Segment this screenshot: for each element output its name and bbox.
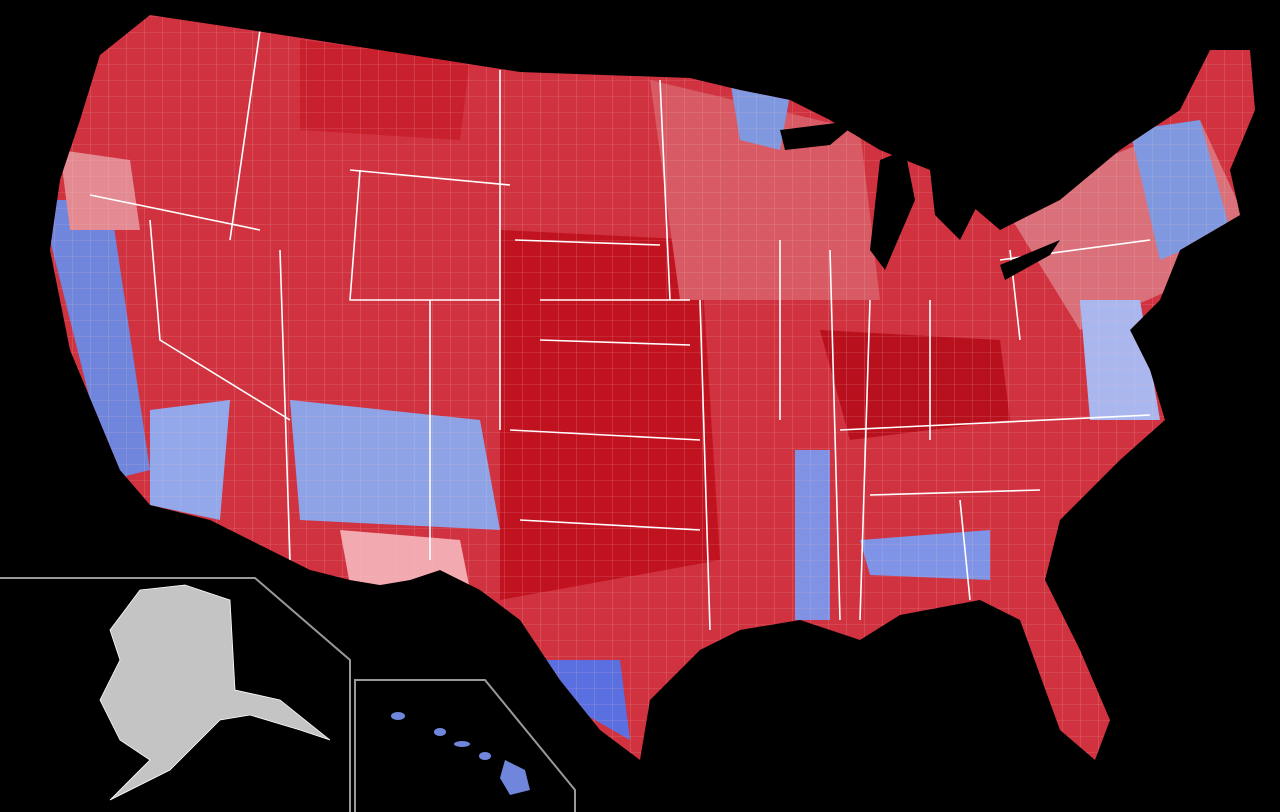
alaska bbox=[99, 584, 331, 801]
state-borders bbox=[89, 29, 1151, 631]
lake-erie bbox=[1000, 240, 1060, 280]
lake-superior bbox=[780, 120, 860, 150]
lake-huron bbox=[930, 170, 980, 240]
lake-michigan bbox=[870, 150, 915, 270]
alaska-inset-border bbox=[0, 577, 351, 812]
hawaii bbox=[391, 712, 530, 795]
hawaii-inset-border bbox=[354, 679, 576, 812]
